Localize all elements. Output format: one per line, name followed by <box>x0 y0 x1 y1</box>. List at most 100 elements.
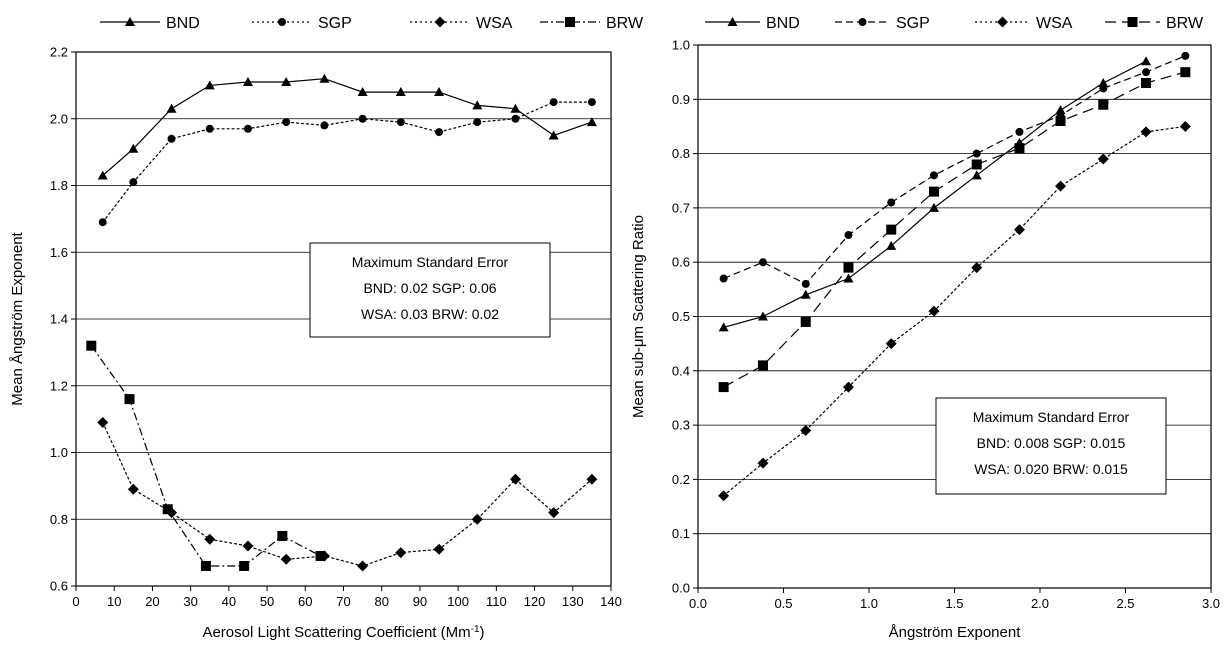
data-point <box>971 262 983 274</box>
data-point <box>200 560 211 571</box>
series-sgp <box>98 98 596 227</box>
y-tick-label: 0.8 <box>50 512 68 527</box>
legend-label: BND <box>166 15 200 32</box>
data-point <box>587 98 596 107</box>
series-wsa <box>718 120 1191 502</box>
x-tick-label: 120 <box>524 594 546 609</box>
data-point <box>395 87 406 97</box>
x-tick-label: 1.5 <box>945 596 963 611</box>
data-point <box>718 382 729 393</box>
data-point <box>757 311 768 321</box>
data-point <box>887 198 896 207</box>
y-axis-label: Mean Ångström Exponent <box>9 231 26 405</box>
series-line <box>723 125 1186 497</box>
data-point <box>97 416 109 428</box>
series-brw <box>86 340 326 571</box>
data-point <box>319 73 330 83</box>
data-point <box>843 262 854 273</box>
data-point <box>1013 224 1025 236</box>
annotation-frame <box>309 242 551 338</box>
data-point <box>758 258 767 267</box>
legend-marker <box>727 17 738 26</box>
data-point <box>718 322 729 332</box>
series-bnd <box>97 73 597 180</box>
data-point <box>1141 78 1152 89</box>
data-point <box>1015 127 1024 136</box>
data-point <box>1181 51 1190 60</box>
data-point <box>433 543 445 555</box>
legend-label: SGP <box>896 15 930 32</box>
data-point <box>204 533 216 545</box>
data-point <box>1099 84 1108 93</box>
legend-entry: BND <box>100 15 200 32</box>
data-point <box>800 289 811 299</box>
data-point <box>801 279 810 288</box>
data-point <box>128 143 139 153</box>
data-point <box>473 118 482 127</box>
y-tick-label: 2.0 <box>50 111 68 126</box>
data-point <box>98 218 107 227</box>
data-point <box>129 178 138 187</box>
data-point <box>1141 56 1152 66</box>
y-tick-label: 1.2 <box>50 378 68 393</box>
y-tick-label: 1.0 <box>672 38 690 53</box>
data-point <box>548 507 560 519</box>
data-point <box>1014 143 1025 154</box>
x-axis-label: Aerosol Light Scattering Coefficient (Mm… <box>202 624 484 642</box>
data-point <box>586 117 597 127</box>
x-tick-label: 30 <box>183 594 197 609</box>
y-tick-label: 0.8 <box>672 146 690 161</box>
data-point <box>242 77 253 87</box>
y-tick-label: 2.2 <box>50 45 68 60</box>
data-point <box>1142 68 1151 77</box>
x-tick-label: 110 <box>486 594 507 609</box>
data-point <box>511 114 520 123</box>
data-point <box>315 550 326 561</box>
x-tick-label: 80 <box>374 594 388 609</box>
data-point <box>1098 78 1109 88</box>
y-tick-label: 1.4 <box>50 312 68 327</box>
x-tick-label: 0.0 <box>689 596 707 611</box>
series-line <box>102 78 593 176</box>
data-point <box>928 186 939 197</box>
legend-marker <box>1127 17 1138 27</box>
x-tick-label: 90 <box>413 594 427 609</box>
x-tick-label: 0 <box>72 594 79 609</box>
data-point <box>1055 180 1067 192</box>
legend-entry: BND <box>705 15 800 32</box>
left-chart: 0.6 0.8 1.0 1.2 1.4 1.6 1.8 2.0 2.2 0 10 20 30 40 50 60… <box>9 15 644 641</box>
legend-label: BRW <box>606 15 644 32</box>
y-axis-label: Mean sub-μm Scattering Ratio <box>630 215 647 418</box>
data-point <box>757 457 769 469</box>
data-point <box>358 114 367 123</box>
y-tick-label: 0.1 <box>672 526 690 541</box>
data-point <box>280 553 292 565</box>
x-tick-label: 70 <box>336 594 350 609</box>
x-tick-label: 100 <box>447 594 469 609</box>
legend-marker <box>858 18 867 26</box>
data-point <box>1140 126 1152 138</box>
annotation-line: BND: 0.008 SGP: 0.015 <box>977 435 1126 451</box>
legend-label: SGP <box>318 15 352 32</box>
data-point <box>242 540 254 552</box>
annotation-line: BND: 0.02 SGP: 0.06 <box>363 280 496 296</box>
data-point <box>1180 67 1191 78</box>
x-tick-label: 10 <box>107 594 121 609</box>
data-point <box>471 513 483 525</box>
data-point <box>972 149 981 158</box>
y-tick-label: 0.3 <box>672 418 690 433</box>
data-point <box>127 483 139 495</box>
legend-entry: BRW <box>540 15 644 32</box>
legend-entry: WSA <box>975 15 1073 32</box>
data-point <box>243 124 252 133</box>
data-point <box>1055 105 1066 115</box>
data-point <box>800 316 811 327</box>
legend-entry: WSA <box>410 15 513 32</box>
x-tick-label: 140 <box>600 594 622 609</box>
data-point <box>842 381 854 393</box>
data-point <box>1097 153 1109 165</box>
data-point <box>548 130 559 140</box>
series-sgp <box>719 51 1190 288</box>
legend-label: WSA <box>476 15 513 32</box>
x-tick-label: 60 <box>298 594 312 609</box>
